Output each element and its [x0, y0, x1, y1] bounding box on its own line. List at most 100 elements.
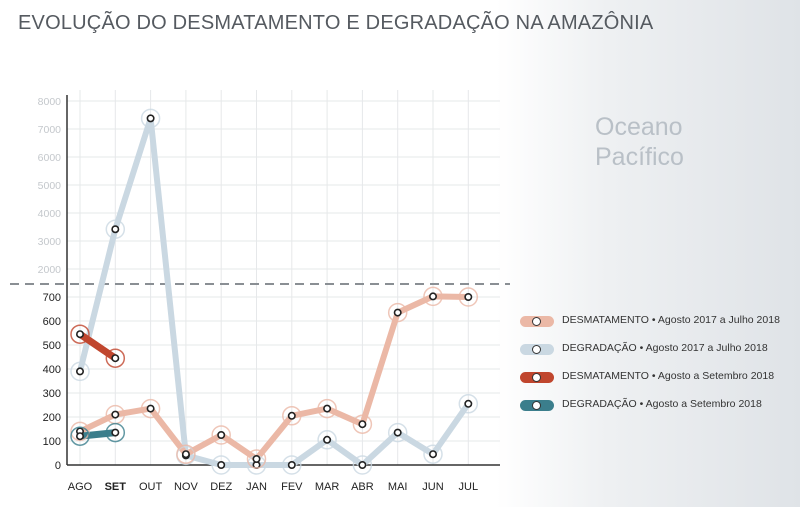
legend-item: DEGRADAÇÃO • Agosto a Setembro 2018 [520, 397, 790, 425]
data-point [358, 460, 367, 469]
y-tick-label: 5000 [38, 180, 62, 192]
y-tick-label: 300 [43, 388, 61, 400]
series-lines [76, 115, 472, 468]
data-point-ring [317, 398, 337, 419]
data-point-ring [70, 426, 90, 446]
data-point [111, 225, 120, 234]
y-tick-label: 0 [55, 460, 61, 472]
data-point [146, 404, 155, 413]
data-point [76, 330, 85, 339]
legend: DESMATAMENTO • Agosto 2017 a Julho 2018 … [520, 313, 790, 425]
legend-marker-icon [532, 401, 541, 410]
data-point-ring [211, 455, 231, 475]
y-tick-label: 200 [43, 412, 61, 424]
x-tick-label: JUL [459, 481, 479, 493]
legend-period: Agosto a Setembro 2018 [657, 370, 775, 382]
data-point [358, 420, 367, 429]
axes [10, 95, 510, 466]
legend-series-name: DESMATAMENTO [562, 314, 649, 326]
x-tick-label: DEZ [210, 481, 232, 493]
data-point-ring [352, 455, 373, 475]
legend-marker-icon [532, 345, 541, 354]
data-point-ring [140, 108, 161, 129]
x-tick-label: JUN [422, 481, 443, 493]
data-point-ring [423, 286, 443, 307]
legend-series-name: DEGRADAÇÃO [562, 398, 637, 410]
data-point-ring [317, 430, 337, 450]
data-point [111, 428, 120, 437]
y-tick-label: 7000 [38, 124, 62, 136]
legend-item: DESMATAMENTO • Agosto 2017 a Julho 2018 [520, 313, 790, 341]
map-label: Oceano Pacífico [595, 112, 684, 172]
map-label-line2: Pacífico [595, 143, 684, 171]
data-point [217, 430, 226, 439]
x-tick-label: ABR [351, 481, 374, 493]
x-tick-label: AGO [68, 481, 93, 493]
data-point [111, 410, 120, 419]
legend-series-name: DESMATAMENTO [562, 370, 649, 382]
data-point [287, 411, 296, 420]
data-point-ring [70, 361, 90, 382]
data-point [76, 367, 85, 376]
legend-separator: • [651, 370, 656, 382]
data-point-ring [282, 455, 302, 475]
data-point-ring [140, 398, 161, 419]
series-line [77, 293, 472, 462]
y-tick-label: 500 [43, 340, 61, 352]
legend-separator: • [651, 314, 656, 326]
legend-item: DESMATAMENTO • Agosto a Setembro 2018 [520, 369, 790, 397]
series-line [76, 429, 119, 440]
data-point-ring [387, 422, 408, 443]
legend-label: DESMATAMENTO • Agosto 2017 a Julho 2018 [562, 314, 780, 326]
y-tick-label: 4000 [38, 208, 62, 220]
y-tick-label: 8000 [38, 96, 62, 108]
x-tick-label: OUT [139, 481, 163, 493]
legend-separator: • [639, 398, 644, 410]
y-tick-label: 3000 [38, 236, 62, 248]
data-point [111, 354, 120, 363]
legend-marker-icon [532, 317, 541, 326]
tick-labels: 2000 3000 4000 5000 6000 7000 8000 0 100 200 300 40… [38, 96, 478, 493]
data-point [146, 114, 155, 123]
data-point [252, 454, 261, 463]
y-tick-label: 2000 [38, 264, 62, 276]
legend-label: DEGRADAÇÃO • Agosto a Setembro 2018 [562, 398, 762, 410]
data-point-ring [352, 414, 373, 434]
y-tick-label: 6000 [38, 152, 62, 164]
legend-period: Agosto a Setembro 2018 [645, 398, 762, 410]
data-point [287, 460, 296, 469]
legend-series-name: DEGRADAÇÃO [562, 342, 637, 354]
data-point [76, 432, 85, 441]
legend-label: DESMATAMENTO • Agosto a Setembro 2018 [562, 370, 774, 382]
y-tick-label: 400 [43, 364, 61, 376]
chart-title: EVOLUÇÃO DO DESMATAMENTO E DEGRADAÇÃO NA… [18, 12, 654, 34]
data-point [464, 292, 473, 301]
x-tick-label: NOV [174, 481, 199, 493]
series-line [76, 330, 119, 362]
data-point-ring [387, 302, 408, 323]
data-point [323, 404, 332, 413]
data-point-ring [70, 421, 90, 442]
x-tick-label: SET [105, 481, 127, 493]
data-point-ring [70, 324, 90, 344]
data-point [428, 292, 437, 301]
legend-period: Agosto 2017 a Julho 2018 [657, 314, 780, 326]
data-point-ring [211, 425, 231, 445]
data-point-ring [458, 394, 479, 414]
legend-item: DEGRADAÇÃO • Agosto 2017 a Julho 2018 [520, 341, 790, 369]
x-tick-label: MAR [315, 481, 340, 493]
data-points [70, 108, 479, 475]
data-point-ring [105, 348, 126, 368]
data-point-ring [423, 444, 443, 464]
data-point [393, 428, 402, 437]
data-point [217, 460, 226, 469]
series-line [77, 115, 472, 468]
data-point [181, 450, 190, 459]
data-point-ring [458, 287, 479, 307]
map-label-line1: Oceano [595, 113, 683, 141]
legend-label: DEGRADAÇÃO • Agosto 2017 a Julho 2018 [562, 342, 768, 354]
y-tick-label: 600 [43, 316, 61, 328]
data-point [428, 450, 437, 459]
